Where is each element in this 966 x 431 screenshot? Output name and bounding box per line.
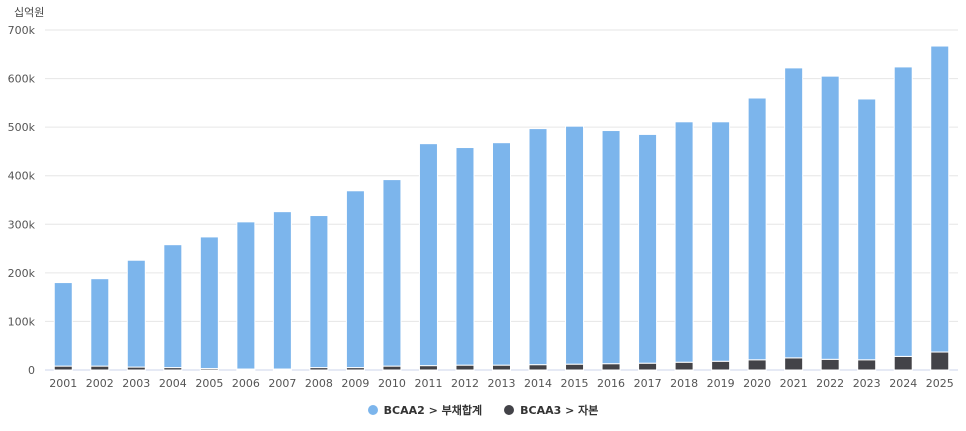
x-tick-label: 2008 (305, 377, 333, 390)
legend: BCAA2 > 부채합계 BCAA3 > 자본 (0, 402, 966, 418)
x-tick-label: 2005 (195, 377, 223, 390)
bar-liabilities-2002[interactable] (90, 278, 110, 367)
bar-equity-2025[interactable] (930, 351, 950, 371)
bar-liabilities-2011[interactable] (418, 143, 438, 367)
y-tick-label: 700k (8, 24, 36, 37)
x-tick-label: 2009 (341, 377, 369, 390)
bar-equity-2012[interactable] (455, 364, 475, 371)
bar-series (53, 45, 950, 371)
bar-equity-2022[interactable] (820, 358, 840, 371)
bar-liabilities-2012[interactable] (455, 147, 475, 366)
x-tick-label: 2021 (780, 377, 808, 390)
x-tick-label: 2020 (743, 377, 771, 390)
bar-equity-2014[interactable] (528, 364, 548, 371)
bar-liabilities-2015[interactable] (565, 125, 585, 365)
bar-liabilities-2005[interactable] (199, 236, 219, 370)
bar-equity-2001[interactable] (53, 365, 73, 371)
bar-liabilities-2018[interactable] (674, 121, 694, 363)
x-tick-label: 2010 (378, 377, 406, 390)
x-tick-label: 2012 (451, 377, 479, 390)
bar-liabilities-2019[interactable] (711, 121, 731, 362)
x-tick-label: 2019 (707, 377, 735, 390)
bar-liabilities-2009[interactable] (345, 190, 365, 369)
legend-item-equity[interactable]: BCAA3 > 자본 (504, 402, 598, 418)
y-axis-unit-label: 십억원 (14, 6, 45, 19)
legend-label-equity: BCAA3 > 자본 (520, 404, 599, 417)
bar-equity-2002[interactable] (90, 365, 110, 371)
bar-liabilities-2010[interactable] (382, 179, 402, 367)
y-tick-label: 600k (8, 73, 36, 86)
bar-liabilities-2024[interactable] (893, 66, 913, 357)
legend-label-liabilities: BCAA2 > 부채합계 (383, 404, 483, 417)
x-tick-label: 2003 (122, 377, 150, 390)
x-tick-label: 2024 (889, 377, 917, 390)
x-tick-label: 2001 (49, 377, 77, 390)
bar-liabilities-2007[interactable] (272, 211, 292, 370)
bar-equity-2010[interactable] (382, 365, 402, 371)
bar-equity-2024[interactable] (893, 355, 913, 371)
x-tick-label: 2025 (926, 377, 954, 390)
y-tick-label: 300k (8, 218, 36, 231)
x-tick-label: 2016 (597, 377, 625, 390)
bar-liabilities-2016[interactable] (601, 130, 621, 365)
bar-equity-2019[interactable] (711, 360, 731, 371)
y-axis-ticks: 0 100k 200k 300k 400k 500k 600k 700k (8, 24, 36, 377)
y-tick-label: 0 (28, 364, 35, 377)
bar-liabilities-2001[interactable] (53, 282, 73, 367)
bar-equity-2020[interactable] (747, 359, 767, 371)
y-tick-label: 500k (8, 121, 36, 134)
bar-equity-2015[interactable] (565, 363, 585, 371)
y-tick-label: 200k (8, 267, 36, 280)
bar-liabilities-2013[interactable] (492, 142, 511, 366)
x-tick-label: 2014 (524, 377, 552, 390)
y-tick-label: 400k (8, 170, 36, 183)
bar-equity-2023[interactable] (857, 359, 877, 371)
bar-liabilities-2025[interactable] (930, 45, 950, 353)
x-tick-label: 2023 (853, 377, 881, 390)
bar-liabilities-2021[interactable] (784, 67, 804, 359)
x-tick-label: 2011 (414, 377, 442, 390)
legend-swatch-liabilities (367, 405, 378, 415)
x-tick-label: 2007 (268, 377, 296, 390)
bar-equity-2017[interactable] (638, 362, 658, 371)
x-tick-label: 2018 (670, 377, 698, 390)
bar-liabilities-2022[interactable] (820, 75, 840, 360)
bar-equity-2021[interactable] (784, 357, 804, 371)
bar-liabilities-2023[interactable] (857, 98, 877, 361)
bar-liabilities-2004[interactable] (163, 244, 183, 369)
x-tick-label: 2022 (816, 377, 844, 390)
x-axis-ticks: 2001 2002 2003 2004 2005 2006 2007 2008 2009 2010… (49, 377, 953, 390)
bar-liabilities-2003[interactable] (126, 259, 146, 368)
legend-swatch-equity (504, 405, 515, 415)
x-tick-label: 2004 (159, 377, 187, 390)
bar-equity-2011[interactable] (418, 365, 438, 371)
bar-liabilities-2017[interactable] (638, 133, 658, 364)
x-tick-label: 2015 (561, 377, 589, 390)
x-tick-label: 2006 (232, 377, 260, 390)
legend-item-liabilities[interactable]: BCAA2 > 부채합계 (367, 402, 483, 418)
bar-liabilities-2008[interactable] (309, 215, 329, 369)
x-tick-label: 2002 (86, 377, 114, 390)
bar-equity-2016[interactable] (601, 363, 621, 371)
bar-equity-2013[interactable] (492, 364, 511, 371)
bar-liabilities-2006[interactable] (236, 221, 256, 370)
bar-liabilities-2020[interactable] (747, 97, 767, 361)
x-tick-label: 2013 (488, 377, 516, 390)
bar-equity-2018[interactable] (674, 361, 694, 371)
x-tick-label: 2017 (634, 377, 662, 390)
bar-liabilities-2014[interactable] (528, 128, 548, 366)
y-tick-label: 100k (8, 315, 36, 328)
